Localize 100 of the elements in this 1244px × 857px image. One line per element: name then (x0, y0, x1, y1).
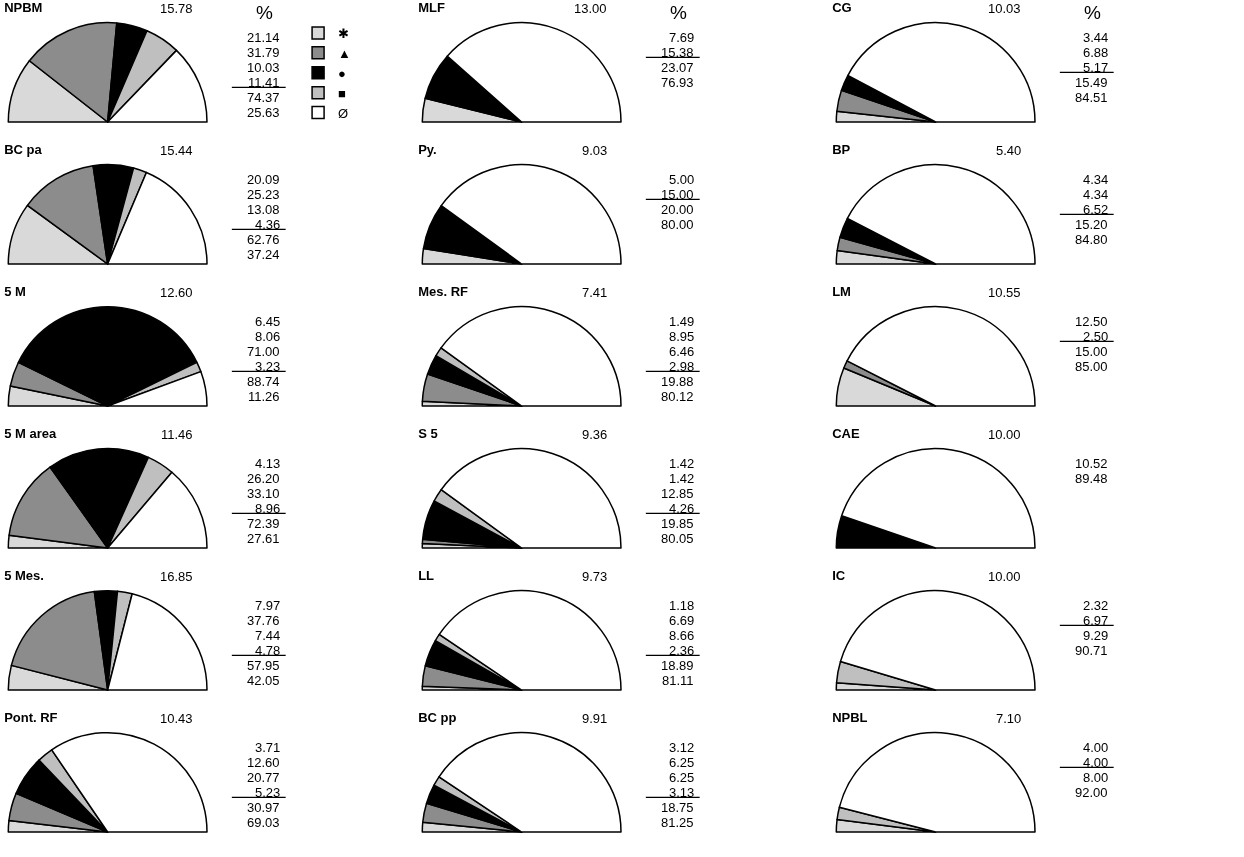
text: 8.66 (669, 628, 695, 643)
text: 2.36 (669, 643, 695, 658)
text: 15.20 (1075, 217, 1108, 232)
text: 37.76 (247, 613, 280, 628)
text: 2.32 (1083, 598, 1109, 613)
text: 8.00 (1083, 770, 1109, 785)
text: 7.44 (255, 628, 281, 643)
text: 12.60 (247, 755, 280, 770)
text: 6.69 (669, 613, 695, 628)
text: 9.29 (1083, 628, 1109, 643)
text: 1.42 (669, 456, 695, 471)
text: 5.23 (255, 785, 281, 800)
text: 19.85 (661, 516, 694, 531)
text: 10.00 (988, 427, 1021, 442)
text: 80.05 (661, 531, 694, 546)
text: 8.06 (255, 329, 281, 344)
text: 10.03 (247, 60, 280, 75)
text: 33.10 (247, 486, 280, 501)
text: 13.08 (247, 202, 280, 217)
text: 26.20 (247, 471, 280, 486)
chart-title: CG (832, 0, 852, 15)
text: 30.97 (247, 800, 280, 815)
legend-label: Ø (338, 105, 349, 121)
text: 84.80 (1075, 232, 1108, 247)
text: 10.00 (988, 569, 1021, 584)
text: 10.03 (988, 1, 1021, 16)
chart-title: BC pp (418, 709, 457, 725)
text: 8.95 (669, 329, 695, 344)
text: 9.03 (582, 143, 608, 158)
chart-title: LM (832, 283, 851, 299)
chart-title: BP (832, 141, 851, 157)
chart-title: NPBL (832, 709, 868, 725)
chart-title: BC pa (4, 141, 43, 157)
text: 13.00 (574, 1, 607, 16)
text: 10.52 (1075, 456, 1108, 471)
text: 9.36 (582, 427, 608, 442)
text: 3.71 (255, 740, 281, 755)
text: 6.25 (669, 755, 695, 770)
text: 3.13 (669, 785, 695, 800)
text: 89.48 (1075, 471, 1108, 486)
text: 6.97 (1083, 613, 1109, 628)
text: 92.00 (1075, 785, 1108, 800)
text: 20.77 (247, 770, 280, 785)
text: 76.93 (661, 75, 694, 90)
text: 15.49 (1075, 75, 1108, 90)
text: 81.11 (662, 673, 694, 688)
text: 2.50 (1083, 329, 1109, 344)
text: 6.45 (255, 314, 281, 329)
text: 10.55 (988, 285, 1021, 300)
text: 6.25 (669, 770, 695, 785)
text: 88.74 (247, 374, 280, 389)
text: 21.14 (247, 30, 280, 45)
text: 1.49 (669, 314, 695, 329)
text: 37.24 (247, 247, 280, 262)
text: 15.44 (160, 143, 193, 158)
chart-title: CAE (832, 425, 860, 441)
text: 11.46 (161, 427, 193, 442)
text: 31.79 (247, 45, 280, 60)
text: 81.25 (661, 815, 694, 830)
chart-title: 5 M area (4, 425, 57, 441)
chart-title: S 5 (418, 425, 438, 441)
text: 15.00 (1075, 344, 1108, 359)
legend-label: ● (338, 65, 346, 81)
text: 6.46 (669, 344, 695, 359)
text: 19.88 (661, 374, 694, 389)
text: 27.61 (247, 531, 280, 546)
text: 6.52 (1083, 202, 1109, 217)
text: 4.36 (255, 217, 281, 232)
text: 8.96 (255, 501, 281, 516)
text: 4.00 (1083, 740, 1109, 755)
text: 80.12 (661, 389, 694, 404)
text: 20.00 (661, 202, 694, 217)
text: 20.09 (247, 172, 280, 187)
text: 4.13 (255, 456, 281, 471)
text: 42.05 (247, 673, 280, 688)
text: 72.39 (247, 516, 280, 531)
legend-label: ▲ (338, 45, 351, 61)
text: 71.00 (247, 344, 280, 359)
text: 2.98 (669, 359, 695, 374)
text: 15.00 (661, 187, 694, 202)
text: 57.95 (247, 658, 280, 673)
legend-label: ✱ (338, 26, 350, 42)
text: 1.18 (669, 598, 695, 613)
text: % (256, 2, 273, 23)
text: 74.37 (247, 90, 280, 105)
text: 11.26 (248, 389, 280, 404)
chart-title: LL (418, 567, 435, 583)
text: 25.23 (247, 187, 280, 202)
text: % (670, 2, 687, 23)
chart-title: Mes. RF (418, 283, 469, 299)
text: 4.00 (1083, 755, 1109, 770)
text: 9.73 (582, 569, 608, 584)
text: 85.00 (1075, 359, 1108, 374)
text: % (1084, 2, 1101, 23)
text: 7.97 (255, 598, 281, 613)
legend-label: ■ (338, 85, 347, 101)
text: 5.40 (996, 143, 1022, 158)
text: 3.12 (669, 740, 695, 755)
text: 11.41 (248, 75, 280, 90)
text: 4.34 (1083, 172, 1109, 187)
